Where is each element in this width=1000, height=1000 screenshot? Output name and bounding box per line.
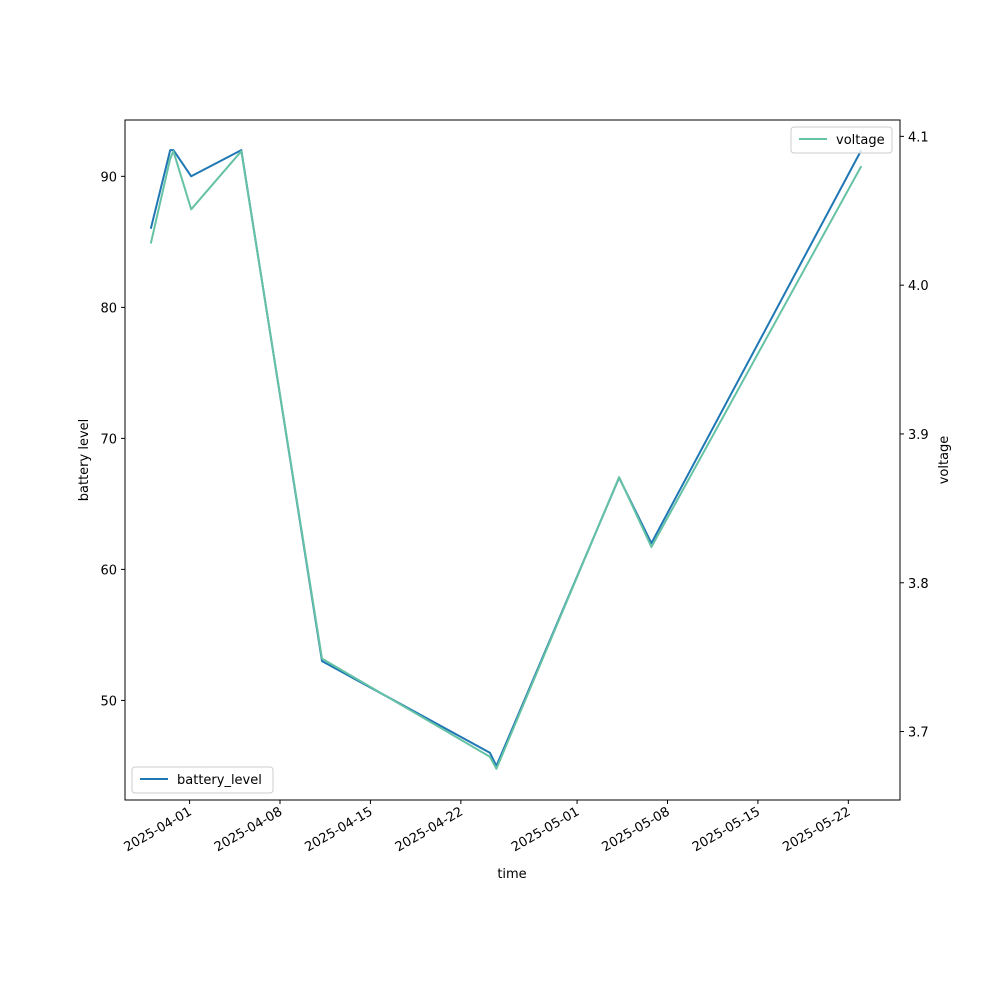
right-tick-label: 4.1	[908, 130, 929, 145]
legend-voltage: voltage	[790, 126, 893, 154]
legend-voltage-label: voltage	[836, 133, 885, 148]
left-axis-label: battery level	[77, 419, 92, 502]
legend-voltage-box	[790, 126, 893, 154]
left-tick-label: 60	[100, 563, 117, 578]
right-tick-label: 3.8	[908, 577, 929, 592]
series-layer	[149, 149, 863, 770]
left-tick-label: 80	[100, 301, 117, 316]
x-axis-label: time	[497, 867, 526, 882]
right-tick-label: 4.0	[908, 279, 929, 294]
legend-battery-level-box	[131, 766, 274, 794]
right-tick-label: 3.7	[908, 726, 929, 741]
left-tick-label: 50	[100, 694, 117, 709]
left-tick-label: 70	[100, 432, 117, 447]
legend-battery-level-label: battery_level	[177, 773, 262, 788]
legend-battery-level: battery_level	[131, 766, 274, 794]
series-line-voltage	[149, 150, 863, 770]
left-axis-ticks: 50 60 70 80 90	[100, 170, 125, 709]
right-axis-ticks: 3.7 3.8 3.9 4.0 4.1	[900, 130, 929, 741]
right-axis-label: voltage	[937, 436, 952, 485]
plot-frame	[124, 119, 901, 801]
left-tick-label: 90	[100, 170, 117, 185]
right-tick-label: 3.9	[908, 428, 929, 443]
